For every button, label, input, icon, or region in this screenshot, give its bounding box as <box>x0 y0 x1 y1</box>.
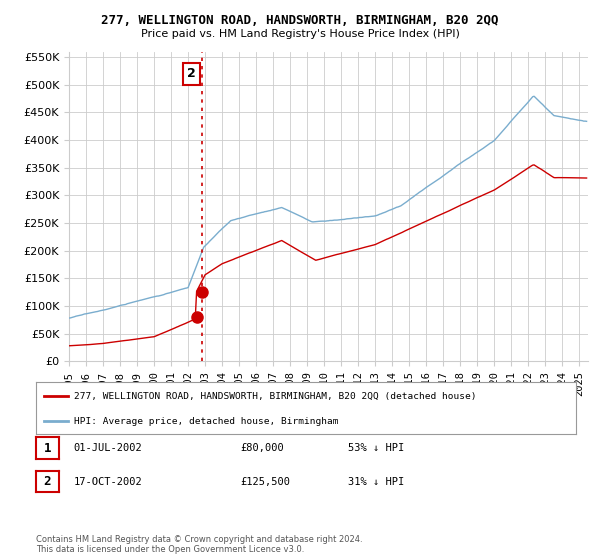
Text: 17-OCT-2002: 17-OCT-2002 <box>74 477 143 487</box>
Text: 2: 2 <box>187 67 196 80</box>
Text: £80,000: £80,000 <box>240 443 284 453</box>
Text: Price paid vs. HM Land Registry's House Price Index (HPI): Price paid vs. HM Land Registry's House … <box>140 29 460 39</box>
Text: 1: 1 <box>44 441 51 455</box>
Text: 01-JUL-2002: 01-JUL-2002 <box>74 443 143 453</box>
Text: Contains HM Land Registry data © Crown copyright and database right 2024.
This d: Contains HM Land Registry data © Crown c… <box>36 535 362 554</box>
Text: 277, WELLINGTON ROAD, HANDSWORTH, BIRMINGHAM, B20 2QQ: 277, WELLINGTON ROAD, HANDSWORTH, BIRMIN… <box>101 14 499 27</box>
Text: 31% ↓ HPI: 31% ↓ HPI <box>348 477 404 487</box>
Text: 53% ↓ HPI: 53% ↓ HPI <box>348 443 404 453</box>
Text: 2: 2 <box>44 475 51 488</box>
Text: £125,500: £125,500 <box>240 477 290 487</box>
Text: HPI: Average price, detached house, Birmingham: HPI: Average price, detached house, Birm… <box>74 417 338 426</box>
Text: 277, WELLINGTON ROAD, HANDSWORTH, BIRMINGHAM, B20 2QQ (detached house): 277, WELLINGTON ROAD, HANDSWORTH, BIRMIN… <box>74 392 476 401</box>
